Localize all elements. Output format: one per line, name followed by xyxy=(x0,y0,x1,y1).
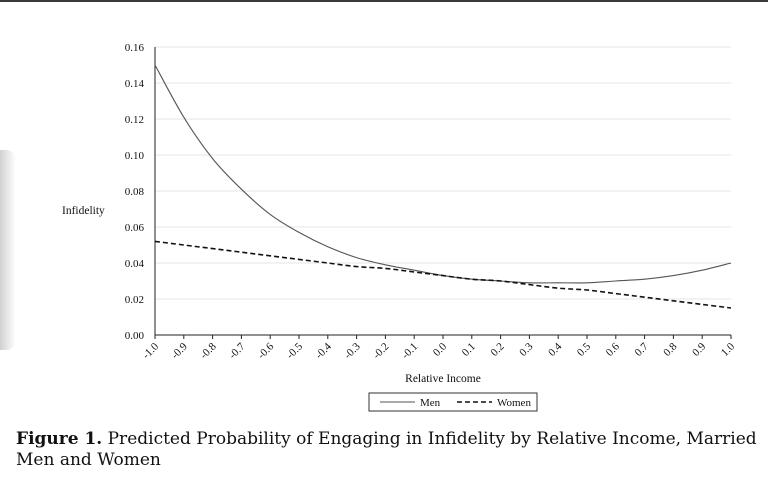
x-axis-label: Relative Income xyxy=(405,373,481,385)
x-tick-label: 0.3 xyxy=(517,340,536,359)
x-tick-label: 0.6 xyxy=(604,340,623,359)
line-chart: 0.00 0.02 0.04 0.06 0.08 0.10 0.12 0.14 0.16 -1.0… xyxy=(62,42,738,412)
y-tick-label: 0.04 xyxy=(125,258,145,270)
x-tick-label: -0.3 xyxy=(342,340,363,361)
x-tick-label: -0.8 xyxy=(198,340,219,361)
y-tick-label: 0.06 xyxy=(125,222,145,234)
x-tick-label: -0.1 xyxy=(400,341,421,362)
page-edge-shadow xyxy=(0,150,16,350)
x-tick-label: 0.9 xyxy=(690,340,709,359)
series-line-women xyxy=(154,240,732,309)
legend-label-women: Women xyxy=(497,397,531,409)
x-tick-label: -0.4 xyxy=(313,340,334,361)
x-tick-label: 0.0 xyxy=(431,340,450,359)
x-tick-label: -0.7 xyxy=(227,340,248,361)
x-tick-label: -0.5 xyxy=(284,340,305,361)
caption-text: Predicted Probability of Engaging in Inf… xyxy=(16,429,757,470)
x-tick-label: -0.6 xyxy=(256,340,277,361)
x-tick-label: -1.0 xyxy=(140,340,161,361)
legend-box xyxy=(368,392,538,412)
top-rule xyxy=(0,0,768,2)
series-line-men xyxy=(154,64,732,284)
y-tick-label: 0.00 xyxy=(125,330,145,342)
caption-label: Figure 1. xyxy=(16,429,103,449)
y-tick-label: 0.14 xyxy=(125,78,145,90)
x-tick-label: 0.2 xyxy=(489,341,507,359)
x-tick-label: 1.0 xyxy=(719,340,738,359)
y-tick-label: 0.02 xyxy=(125,294,144,306)
x-tick-label: 0.4 xyxy=(546,340,565,359)
y-tick-label: 0.08 xyxy=(125,186,145,198)
x-tick-label: 0.5 xyxy=(575,340,594,359)
y-tick-label: 0.10 xyxy=(125,150,145,162)
figure-caption: Figure 1. Predicted Probability of Engag… xyxy=(16,429,766,471)
x-tick-label: 0.7 xyxy=(633,340,652,359)
y-tick-label: 0.16 xyxy=(125,42,145,54)
legend: Men Women xyxy=(368,392,538,412)
y-tick-label: 0.12 xyxy=(125,114,144,126)
x-tick-label: 0.1 xyxy=(460,341,478,359)
y-axis-label: Infidelity xyxy=(62,205,105,217)
x-tick-label: 0.8 xyxy=(661,340,680,359)
x-tick-label: -0.2 xyxy=(371,341,392,362)
legend-label-men: Men xyxy=(420,397,441,409)
x-tick-label: -0.9 xyxy=(169,340,190,361)
